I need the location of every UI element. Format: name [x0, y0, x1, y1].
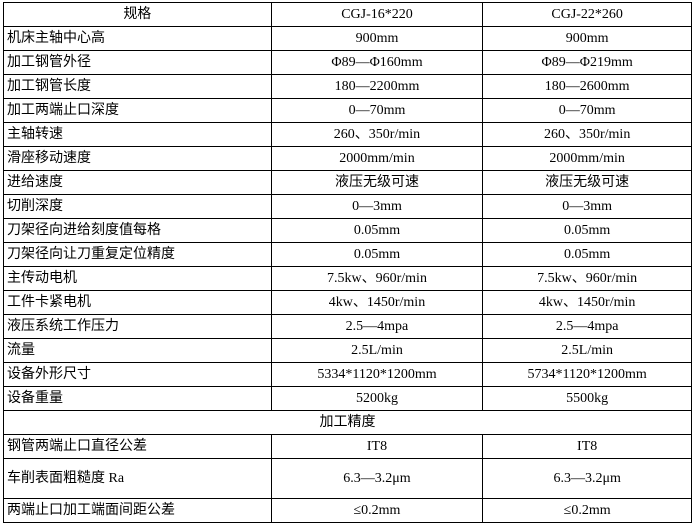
- value-model-b: Φ89—Φ219mm: [482, 50, 692, 75]
- table-row: 加工两端止口深度 0—70mm 0—70mm: [3, 98, 692, 123]
- section-row: 加工精度: [3, 410, 692, 435]
- value-model-b: 7.5kw、960r/min: [482, 266, 692, 291]
- header-spec: 规格: [3, 2, 272, 27]
- value-model-a: 液压无级可速: [270, 170, 484, 195]
- value-model-a: 180—2200mm: [270, 74, 484, 99]
- value-model-b: 2.5—4mpa: [482, 314, 692, 339]
- table-row: 两端止口加工端面间距公差 ≤0.2mm ≤0.2mm: [3, 498, 692, 523]
- value-model-b: IT8: [482, 434, 692, 459]
- value-model-a: 2.5L/min: [270, 338, 484, 363]
- row-label: 刀架径向让刀重复定位精度: [3, 242, 272, 267]
- value-model-a: 0.05mm: [270, 242, 484, 267]
- table-row: 刀架径向让刀重复定位精度 0.05mm 0.05mm: [3, 242, 692, 267]
- value-model-a: 7.5kw、960r/min: [270, 266, 484, 291]
- header-model-b: CGJ-22*260: [482, 2, 692, 27]
- table-row: 机床主轴中心高 900mm 900mm: [3, 26, 692, 51]
- value-model-b: 260、350r/min: [482, 122, 692, 147]
- value-model-a: ≤0.2mm: [270, 498, 484, 523]
- table-row: 液压系统工作压力 2.5—4mpa 2.5—4mpa: [3, 314, 692, 339]
- table-header-row: 规格 CGJ-16*220 CGJ-22*260: [3, 2, 692, 27]
- value-model-b: 180—2600mm: [482, 74, 692, 99]
- value-model-a: 0—70mm: [270, 98, 484, 123]
- value-model-b: 5734*1120*1200mm: [482, 362, 692, 387]
- value-model-b: 0.05mm: [482, 218, 692, 243]
- table-row: 进给速度 液压无级可速 液压无级可速: [3, 170, 692, 195]
- table-row: 钢管两端止口直径公差 IT8 IT8: [3, 434, 692, 459]
- row-label: 主传动电机: [3, 266, 272, 291]
- table-row: 设备外形尺寸 5334*1120*1200mm 5734*1120*1200mm: [3, 362, 692, 387]
- row-label: 液压系统工作压力: [3, 314, 272, 339]
- value-model-b: 2000mm/min: [482, 146, 692, 171]
- value-model-b: 4kw、1450r/min: [482, 290, 692, 315]
- table-row: 加工钢管长度 180—2200mm 180—2600mm: [3, 74, 692, 99]
- row-label: 车削表面粗糙度 Ra: [3, 458, 272, 499]
- value-model-a: 0.05mm: [270, 218, 484, 243]
- table-row: 加工钢管外径 Φ89—Φ160mm Φ89—Φ219mm: [3, 50, 692, 75]
- row-label: 两端止口加工端面间距公差: [3, 498, 272, 523]
- value-model-b: 液压无级可速: [482, 170, 692, 195]
- row-label: 滑座移动速度: [3, 146, 272, 171]
- row-label: 机床主轴中心高: [3, 26, 272, 51]
- value-model-a: 900mm: [270, 26, 484, 51]
- row-label: 钢管两端止口直径公差: [3, 434, 272, 459]
- value-model-b: 0—3mm: [482, 194, 692, 219]
- value-model-b: 5500kg: [482, 386, 692, 411]
- value-model-b: 0—70mm: [482, 98, 692, 123]
- table-row: 刀架径向进给刻度值每格 0.05mm 0.05mm: [3, 218, 692, 243]
- row-label: 切削深度: [3, 194, 272, 219]
- value-model-b: 0.05mm: [482, 242, 692, 267]
- table-row: 流量 2.5L/min 2.5L/min: [3, 338, 692, 363]
- value-model-b: ≤0.2mm: [482, 498, 692, 523]
- value-model-b: 2.5L/min: [482, 338, 692, 363]
- table-row: 设备重量 5200kg 5500kg: [3, 386, 692, 411]
- section-title: 加工精度: [3, 410, 692, 435]
- row-label: 加工两端止口深度: [3, 98, 272, 123]
- row-label: 加工钢管长度: [3, 74, 272, 99]
- value-model-b: 900mm: [482, 26, 692, 51]
- value-model-a: 5200kg: [270, 386, 484, 411]
- table-row: 切削深度 0—3mm 0—3mm: [3, 194, 692, 219]
- value-model-a: 2.5—4mpa: [270, 314, 484, 339]
- value-model-a: IT8: [270, 434, 484, 459]
- value-model-a: 4kw、1450r/min: [270, 290, 484, 315]
- table-row: 工件卡紧电机 4kw、1450r/min 4kw、1450r/min: [3, 290, 692, 315]
- table-row: 主传动电机 7.5kw、960r/min 7.5kw、960r/min: [3, 266, 692, 291]
- table-row: 车削表面粗糙度 Ra 6.3—3.2μm 6.3—3.2μm: [3, 458, 692, 499]
- row-label: 流量: [3, 338, 272, 363]
- table-row: 主轴转速 260、350r/min 260、350r/min: [3, 122, 692, 147]
- value-model-a: 260、350r/min: [270, 122, 484, 147]
- row-label: 设备外形尺寸: [3, 362, 272, 387]
- header-model-a: CGJ-16*220: [270, 2, 484, 27]
- row-label: 设备重量: [3, 386, 272, 411]
- row-label: 主轴转速: [3, 122, 272, 147]
- value-model-a: 6.3—3.2μm: [270, 458, 484, 499]
- table-row: 滑座移动速度 2000mm/min 2000mm/min: [3, 146, 692, 171]
- spec-table: 规格 CGJ-16*220 CGJ-22*260 机床主轴中心高 900mm 900…: [3, 2, 692, 523]
- value-model-a: Φ89—Φ160mm: [270, 50, 484, 75]
- value-model-a: 5334*1120*1200mm: [270, 362, 484, 387]
- row-label: 进给速度: [3, 170, 272, 195]
- row-label: 工件卡紧电机: [3, 290, 272, 315]
- value-model-a: 2000mm/min: [270, 146, 484, 171]
- value-model-a: 0—3mm: [270, 194, 484, 219]
- row-label: 加工钢管外径: [3, 50, 272, 75]
- row-label: 刀架径向进给刻度值每格: [3, 218, 272, 243]
- value-model-b: 6.3—3.2μm: [482, 458, 692, 499]
